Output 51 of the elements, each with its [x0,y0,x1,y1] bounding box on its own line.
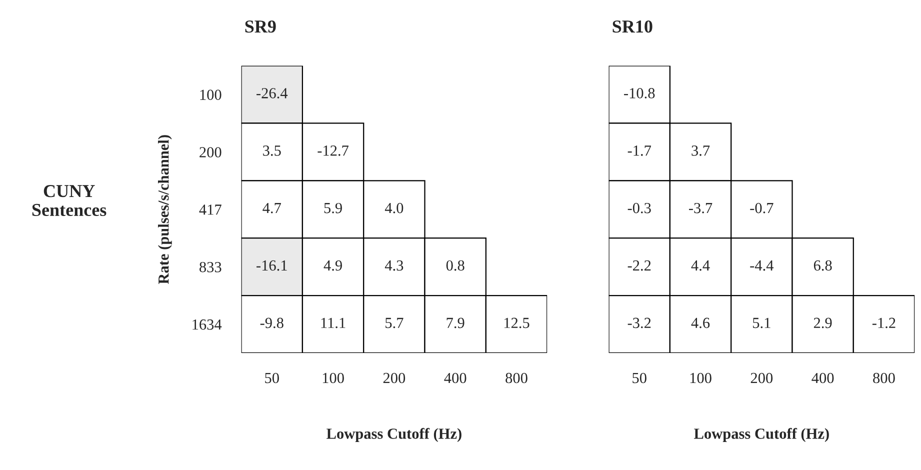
text: CUNY Sentences [32,185,106,216]
data-label: -2.2 [628,260,651,271]
data-label: -3.2 [628,318,651,328]
y-tick-label: 200 [200,147,222,158]
data-label: -12.7 [318,146,349,156]
y-tick-label: 1634 [192,319,222,330]
data-label: 0.8 [446,260,464,271]
y-axis-title: Rate (pulses/s/channel) [158,135,172,284]
data-label: 7.9 [446,318,464,328]
data-label: -1.7 [628,146,652,156]
x-tick-label: 50 [632,372,646,384]
y-tick-label: 833 [200,262,222,272]
data-label: 11.1 [321,318,346,328]
chart-title: SR9 [245,20,276,33]
x-tick-label: 100 [322,372,344,384]
y-tick-label: 100 [200,90,222,100]
data-label: 4.0 [384,202,404,214]
chart-title: SR10 [612,20,652,33]
x-tick-label: 100 [690,372,712,384]
x-tick-label: 400 [812,372,834,384]
data-label: -3.7 [688,202,712,214]
data-label: -0.7 [750,202,774,214]
x-tick-label: 200 [383,372,406,384]
y-tick-label: 417 [199,204,222,215]
data-label: 3.5 [263,146,281,156]
x-tick-label: 50 [265,372,279,384]
data-label: 4.4 [691,260,710,271]
data-label: -10.8 [624,88,655,98]
data-label: -0.3 [628,202,651,214]
x-tick-label: 200 [750,372,773,384]
x-axis-title: Lowpass Cutoff (Hz) [694,428,829,442]
data-label: 3.7 [692,146,710,156]
data-label: 4.3 [384,260,404,271]
data-label: 5.1 [753,318,770,328]
data-label: 2.9 [814,318,832,328]
data-label: 5.9 [324,202,342,214]
data-label: -9.8 [260,318,284,328]
x-tick-label: 800 [873,372,895,384]
data-label: 4.9 [324,260,342,271]
data-label: -26.4 [256,88,288,98]
data-label: 4.6 [691,318,710,328]
data-label: 12.5 [504,318,530,328]
data-label: 6.8 [814,260,832,271]
x-tick-label: 400 [444,372,466,384]
data-label: 4.7 [262,203,281,214]
data-label: -16.1 [256,260,287,271]
x-axis-title: Lowpass Cutoff (Hz) [326,428,462,442]
data-label: -1.2 [872,318,896,328]
data-label: 5.7 [386,318,404,328]
x-tick-label: 800 [506,372,528,384]
data-label: -4.4 [750,260,774,271]
